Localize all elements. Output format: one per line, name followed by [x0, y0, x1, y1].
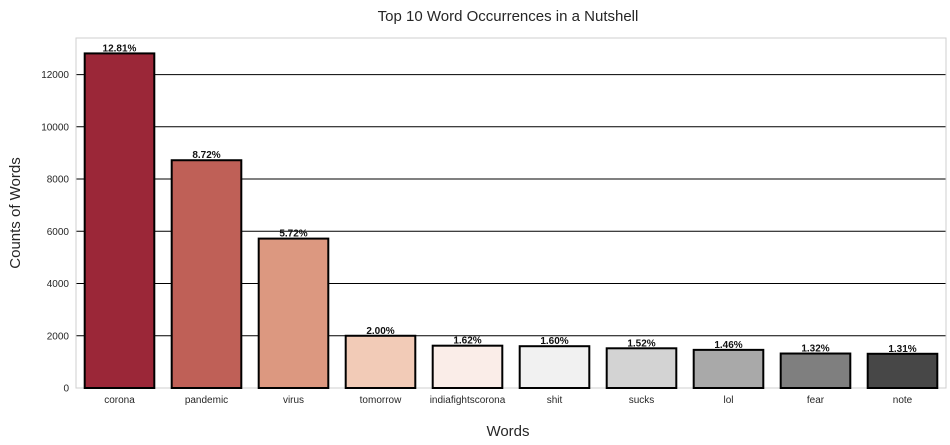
bar-virus: [257, 237, 330, 389]
x-tick-label: lol: [723, 395, 733, 406]
bars: [83, 52, 939, 390]
data-labels: 12.81% 8.72% 5.72% 2.00% 1.62% 1.60% 1.52% 1.46…: [103, 43, 917, 354]
x-tick-label: note: [893, 395, 913, 406]
x-tick-label: virus: [283, 395, 304, 406]
bar-shit: [518, 345, 591, 389]
y-tick-label: 8000: [47, 175, 70, 186]
x-tick-label: fear: [807, 395, 825, 406]
y-tick-label: 12000: [41, 70, 69, 81]
y-tick-label: 2000: [47, 331, 70, 342]
x-tick-label: tomorrow: [360, 395, 402, 406]
data-label: 1.52%: [627, 338, 655, 349]
bar-sucks: [605, 347, 678, 389]
y-axis-label: Counts of Words: [7, 157, 24, 268]
bar-corona: [83, 52, 156, 389]
x-tick-label: corona: [104, 395, 135, 406]
data-label: 8.72%: [192, 150, 220, 161]
bar-fear: [779, 352, 852, 390]
data-label: 12.81%: [103, 43, 137, 54]
x-axis-label: Words: [486, 423, 529, 440]
x-tick-label: indiafightscorona: [430, 395, 506, 406]
data-label: 1.31%: [888, 344, 916, 355]
y-tick-label: 10000: [41, 122, 69, 133]
data-label: 1.46%: [714, 340, 742, 351]
data-label: 2.00%: [366, 326, 394, 337]
y-tick-label: 6000: [47, 227, 70, 238]
bar-lol: [692, 348, 765, 389]
data-label: 1.60%: [540, 336, 568, 347]
data-label: 1.32%: [801, 344, 829, 355]
y-tick-label: 0: [63, 384, 69, 395]
x-tick-label: shit: [547, 395, 563, 406]
x-tick-label: pandemic: [185, 395, 228, 406]
y-tick-label: 4000: [47, 279, 70, 290]
bar-tomorrow: [344, 334, 417, 390]
chart-title: Top 10 Word Occurrences in a Nutshell: [378, 8, 639, 25]
plot-area: [75, 37, 947, 389]
x-axis-ticks: corona pandemic virus tomorrow indiafightsco…: [104, 395, 912, 406]
data-label: 1.62%: [453, 336, 481, 347]
data-label: 5.72%: [279, 229, 307, 240]
bar-note: [866, 352, 939, 389]
y-axis-ticks: 0 2000 4000 6000 8000 10000 12000: [41, 70, 69, 394]
bar-indiafightscorona: [431, 344, 504, 389]
x-tick-label: sucks: [629, 395, 655, 406]
bar-pandemic: [170, 159, 243, 389]
